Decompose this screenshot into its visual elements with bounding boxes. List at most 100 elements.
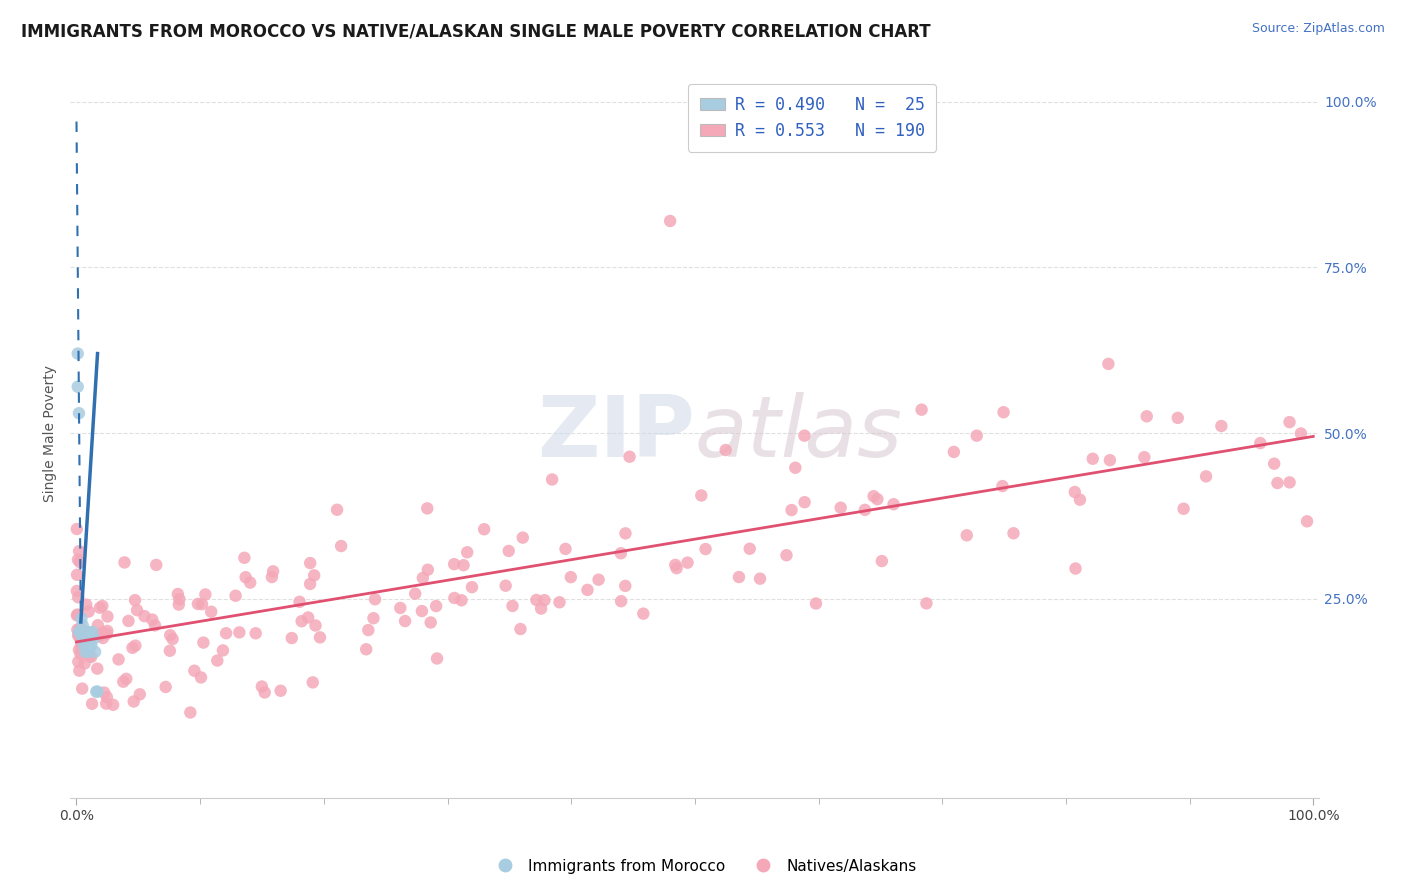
Point: [530, 601, 553, 615]
Point: [425, 599, 447, 613]
Point: [69, 622, 91, 636]
Point: [179, 706, 201, 720]
Point: [302, 568, 325, 582]
Point: [77, 645, 100, 659]
Point: [357, 623, 380, 637]
Point: [69, 647, 91, 661]
Point: [793, 428, 815, 442]
Point: [69, 624, 91, 639]
Point: [495, 579, 517, 593]
Point: [215, 626, 238, 640]
Point: [472, 522, 495, 536]
Point: [942, 445, 965, 459]
Point: [1173, 501, 1195, 516]
Point: [659, 214, 682, 228]
Point: [610, 594, 633, 608]
Point: [780, 503, 803, 517]
Point: [87, 618, 110, 632]
Point: [541, 473, 564, 487]
Point: [121, 640, 143, 655]
Text: atlas: atlas: [695, 392, 903, 475]
Point: [75, 638, 97, 652]
Point: [883, 497, 905, 511]
Point: [1069, 492, 1091, 507]
Point: [73, 638, 96, 652]
Point: [233, 550, 256, 565]
Point: [134, 609, 156, 624]
Point: [75, 624, 97, 639]
Point: [1278, 475, 1301, 490]
Point: [1195, 469, 1218, 483]
Text: ZIP: ZIP: [537, 392, 695, 475]
Point: [416, 501, 439, 516]
Point: [665, 561, 688, 575]
Point: [910, 402, 932, 417]
Point: [80, 650, 103, 665]
Point: [830, 500, 852, 515]
Point: [115, 672, 138, 686]
Point: [77, 605, 100, 619]
Point: [1249, 436, 1271, 450]
Point: [70, 635, 93, 649]
Point: [633, 607, 655, 621]
Point: [114, 556, 136, 570]
Point: [364, 592, 387, 607]
Point: [614, 579, 637, 593]
Point: [89, 600, 111, 615]
Point: [191, 597, 214, 611]
Point: [728, 570, 751, 584]
Point: [67, 624, 90, 639]
Point: [69, 624, 91, 639]
Point: [93, 685, 115, 699]
Point: [419, 615, 441, 630]
Point: [70, 640, 93, 654]
Point: [69, 555, 91, 569]
Text: IMMIGRANTS FROM MOROCCO VS NATIVE/ALASKAN SINGLE MALE POVERTY CORRELATION CHART: IMMIGRANTS FROM MOROCCO VS NATIVE/ALASKA…: [21, 22, 931, 40]
Point: [67, 664, 90, 678]
Point: [1211, 419, 1233, 434]
Point: [533, 593, 555, 607]
Point: [193, 635, 215, 649]
Point: [190, 670, 212, 684]
Point: [363, 611, 385, 625]
Point: [1136, 409, 1159, 424]
Point: [260, 570, 283, 584]
Point: [588, 573, 610, 587]
Point: [73, 624, 96, 639]
Point: [330, 539, 353, 553]
Point: [785, 460, 807, 475]
Point: [84, 684, 107, 698]
Point: [690, 488, 713, 502]
Point: [354, 642, 377, 657]
Point: [67, 406, 90, 420]
Point: [77, 638, 100, 652]
Point: [1167, 410, 1189, 425]
Point: [91, 625, 114, 640]
Point: [77, 624, 100, 639]
Point: [96, 624, 118, 638]
Point: [993, 405, 1015, 419]
Point: [96, 627, 118, 641]
Point: [96, 690, 118, 705]
Point: [299, 577, 322, 591]
Point: [915, 596, 938, 610]
Point: [67, 627, 90, 641]
Point: [416, 563, 439, 577]
Point: [502, 599, 524, 613]
Point: [804, 597, 827, 611]
Point: [162, 632, 184, 646]
Point: [456, 545, 478, 559]
Point: [1133, 450, 1156, 465]
Point: [793, 495, 815, 509]
Point: [187, 597, 209, 611]
Point: [225, 589, 247, 603]
Point: [991, 479, 1014, 493]
Point: [212, 643, 235, 657]
Point: [66, 607, 89, 622]
Point: [73, 657, 96, 671]
Point: [72, 618, 94, 632]
Point: [450, 593, 472, 607]
Point: [166, 587, 188, 601]
Point: [554, 541, 576, 556]
Point: [862, 489, 884, 503]
